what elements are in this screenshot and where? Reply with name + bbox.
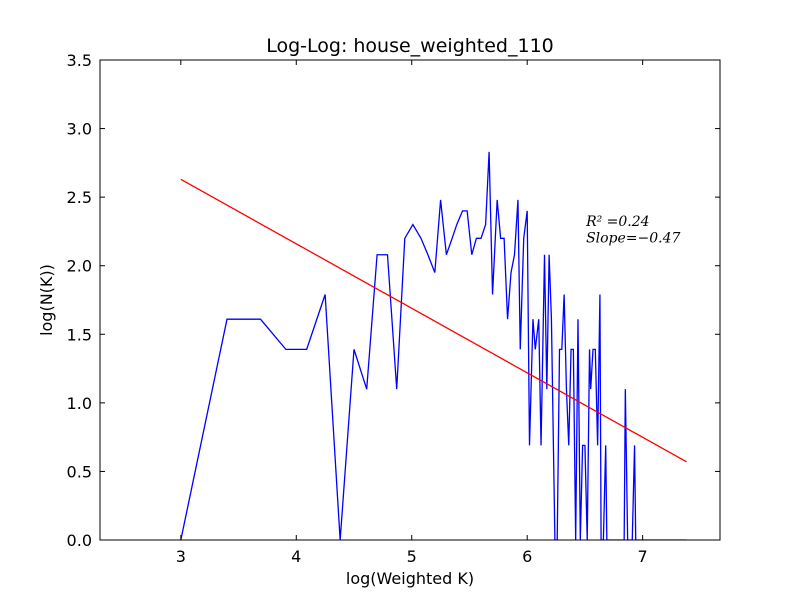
y-tick-label: 2.5 xyxy=(67,188,92,207)
x-tick-label: 4 xyxy=(291,547,301,566)
y-tick-label: 1.5 xyxy=(67,325,92,344)
y-tick-label: 0.0 xyxy=(67,531,92,550)
x-tick-label: 6 xyxy=(522,547,532,566)
chart-title: Log-Log: house_weighted_110 xyxy=(266,35,554,57)
x-tick-label: 5 xyxy=(407,547,417,566)
ticks-layer: 3 4 5 6 7 0.0 0.5 1.0 1.5 2.0 2.5 3.0 3.5 xyxy=(67,51,720,566)
y-tick-label: 0.5 xyxy=(67,462,92,481)
series-layer xyxy=(180,151,687,540)
y-tick-label: 3.0 xyxy=(67,120,92,139)
y-tick-label: 1.0 xyxy=(67,394,92,413)
fit-line xyxy=(180,178,687,463)
y-tick-label: 3.5 xyxy=(67,51,92,70)
plot-frame xyxy=(99,59,721,541)
y-tick-label: 2.0 xyxy=(67,257,92,276)
y-axis-title: log(N(K)) xyxy=(37,264,56,336)
x-axis-title: log(Weighted K) xyxy=(346,569,474,588)
x-tick-label: 3 xyxy=(176,547,186,566)
x-tick-label: 7 xyxy=(638,547,648,566)
data-series-line xyxy=(180,151,687,540)
annotation-text: Slope=−0.47 xyxy=(586,230,680,246)
annotation-text: R² =0.24 xyxy=(585,214,650,230)
